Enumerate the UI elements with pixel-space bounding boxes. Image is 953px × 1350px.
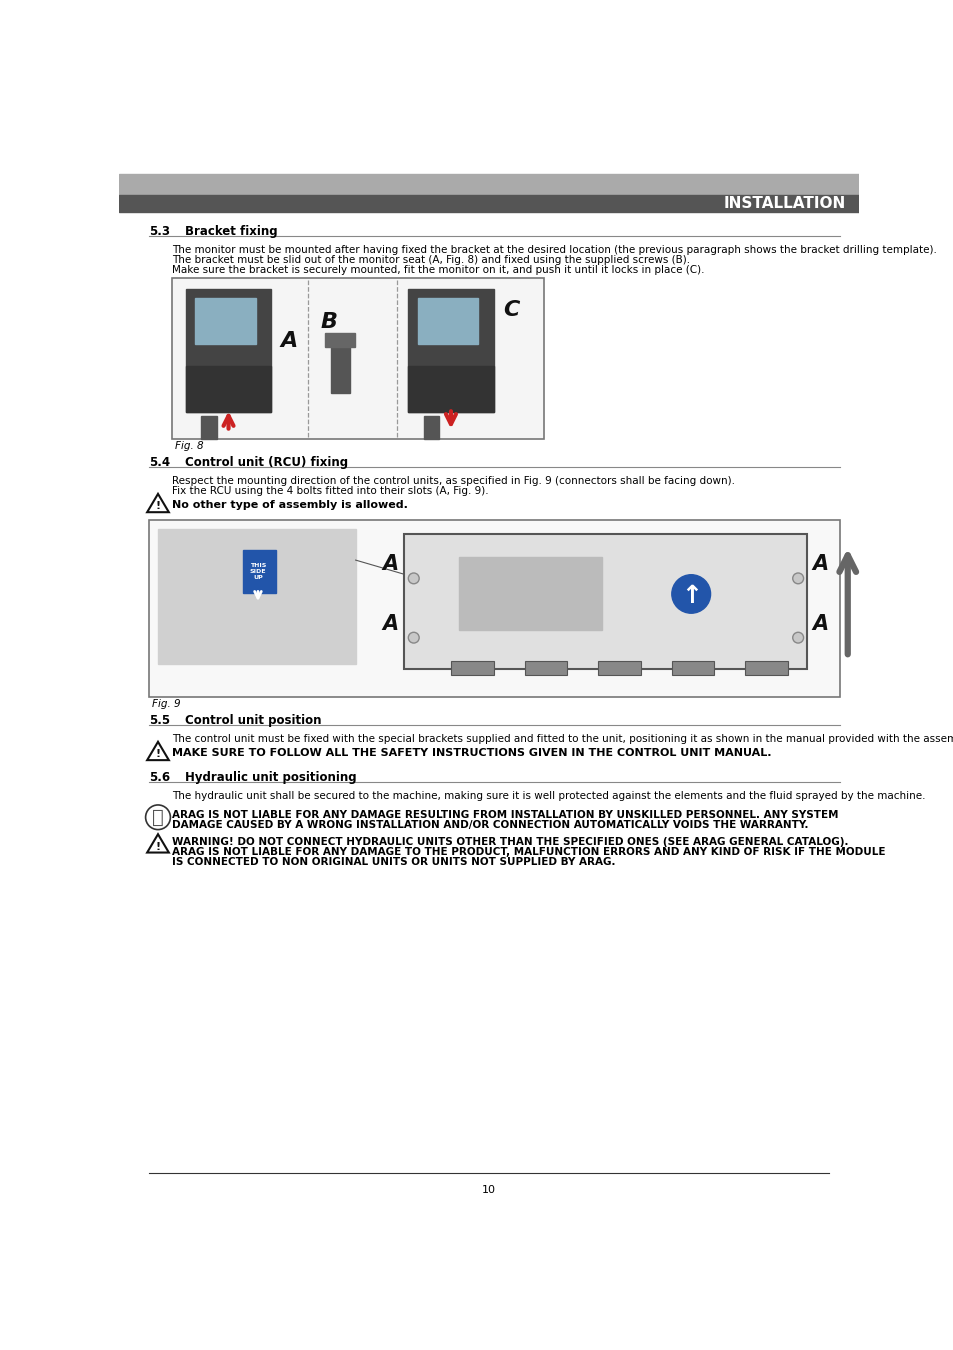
Bar: [119, 196, 858, 212]
Bar: [186, 289, 271, 412]
Bar: [671, 662, 714, 675]
Bar: [417, 298, 477, 344]
Polygon shape: [147, 494, 169, 512]
Text: MAKE SURE TO FOLLOW ALL THE SAFETY INSTRUCTIONS GIVEN IN THE CONTROL UNIT MANUAL: MAKE SURE TO FOLLOW ALL THE SAFETY INSTR…: [172, 748, 771, 757]
Text: B: B: [320, 312, 337, 332]
Circle shape: [408, 632, 418, 643]
Circle shape: [408, 572, 418, 583]
Bar: [149, 520, 840, 697]
Text: The monitor must be mounted after having fixed the bracket at the desired locati: The monitor must be mounted after having…: [172, 246, 936, 255]
Bar: [331, 339, 350, 393]
Text: ARAG IS NOT LIABLE FOR ANY DAMAGE RESULTING FROM INSTALLATION BY UNSKILLED PERSO: ARAG IS NOT LIABLE FOR ANY DAMAGE RESULT…: [172, 810, 838, 819]
Text: !: !: [155, 841, 160, 852]
Bar: [325, 333, 355, 347]
Text: 5.3: 5.3: [149, 225, 170, 238]
Circle shape: [671, 575, 710, 613]
Text: DAMAGE CAUSED BY A WRONG INSTALLATION AND/OR CONNECTION AUTOMATICALLY VOIDS THE : DAMAGE CAUSED BY A WRONG INSTALLATION AN…: [172, 819, 807, 830]
Text: THIS
SIDE
UP: THIS SIDE UP: [250, 563, 266, 580]
Bar: [201, 416, 216, 439]
Bar: [408, 366, 493, 412]
Text: A: A: [382, 555, 398, 574]
Text: 10: 10: [481, 1184, 496, 1195]
Text: Fig. 8: Fig. 8: [174, 440, 203, 451]
Text: Make sure the bracket is securely mounted, fit the monitor on it, and push it un: Make sure the bracket is securely mounte…: [172, 265, 703, 275]
Text: ARAG IS NOT LIABLE FOR ANY DAMAGE TO THE PRODUCT, MALFUNCTION ERRORS AND ANY KIN: ARAG IS NOT LIABLE FOR ANY DAMAGE TO THE…: [172, 848, 884, 857]
Bar: [119, 174, 858, 196]
Text: !: !: [155, 501, 160, 512]
Text: 5.4: 5.4: [149, 456, 170, 470]
Text: A: A: [280, 331, 297, 351]
Text: !: !: [155, 749, 160, 759]
Text: Respect the mounting direction of the control units, as specified in Fig. 9 (con: Respect the mounting direction of the co…: [172, 477, 734, 486]
Text: Fig. 9: Fig. 9: [152, 699, 180, 709]
Text: A: A: [811, 614, 827, 633]
Text: C: C: [502, 300, 518, 320]
Text: Control unit position: Control unit position: [185, 714, 321, 728]
Text: The bracket must be slid out of the monitor seat (A, Fig. 8) and fixed using the: The bracket must be slid out of the moni…: [172, 255, 689, 265]
Bar: [408, 289, 493, 412]
Bar: [598, 662, 640, 675]
Circle shape: [146, 805, 171, 830]
Text: A: A: [382, 614, 398, 633]
Bar: [423, 416, 439, 439]
Polygon shape: [147, 834, 169, 853]
Bar: [458, 558, 601, 630]
Text: 5.5: 5.5: [149, 714, 170, 728]
Bar: [172, 278, 543, 439]
Text: Hydraulic unit positioning: Hydraulic unit positioning: [185, 771, 356, 784]
Bar: [243, 549, 275, 593]
Text: 5.6: 5.6: [149, 771, 170, 784]
Polygon shape: [147, 741, 169, 760]
Bar: [451, 662, 493, 675]
Bar: [158, 529, 355, 664]
Text: The hydraulic unit shall be secured to the machine, making sure it is well prote: The hydraulic unit shall be secured to t…: [172, 791, 924, 801]
Text: Bracket fixing: Bracket fixing: [185, 225, 277, 238]
Circle shape: [792, 632, 802, 643]
Text: IS CONNECTED TO NON ORIGINAL UNITS OR UNITS NOT SUPPLIED BY ARAG.: IS CONNECTED TO NON ORIGINAL UNITS OR UN…: [172, 857, 615, 867]
Text: WARNING! DO NOT CONNECT HYDRAULIC UNITS OTHER THAN THE SPECIFIED ONES (SEE ARAG : WARNING! DO NOT CONNECT HYDRAULIC UNITS …: [172, 837, 847, 848]
Text: The control unit must be fixed with the special brackets supplied and fitted to : The control unit must be fixed with the …: [172, 734, 953, 744]
Text: Control unit (RCU) fixing: Control unit (RCU) fixing: [185, 456, 348, 470]
Text: ✋: ✋: [152, 807, 164, 826]
Circle shape: [792, 572, 802, 583]
Text: A: A: [811, 555, 827, 574]
Text: ↑: ↑: [680, 583, 701, 608]
Bar: [404, 533, 806, 668]
Text: Fix the RCU using the 4 bolts fitted into their slots (A, Fig. 9).: Fix the RCU using the 4 bolts fitted int…: [172, 486, 488, 497]
Bar: [186, 366, 271, 412]
Bar: [744, 662, 787, 675]
Bar: [195, 298, 255, 344]
Text: No other type of assembly is allowed.: No other type of assembly is allowed.: [172, 500, 407, 510]
Bar: [524, 662, 567, 675]
Text: INSTALLATION: INSTALLATION: [723, 196, 845, 211]
